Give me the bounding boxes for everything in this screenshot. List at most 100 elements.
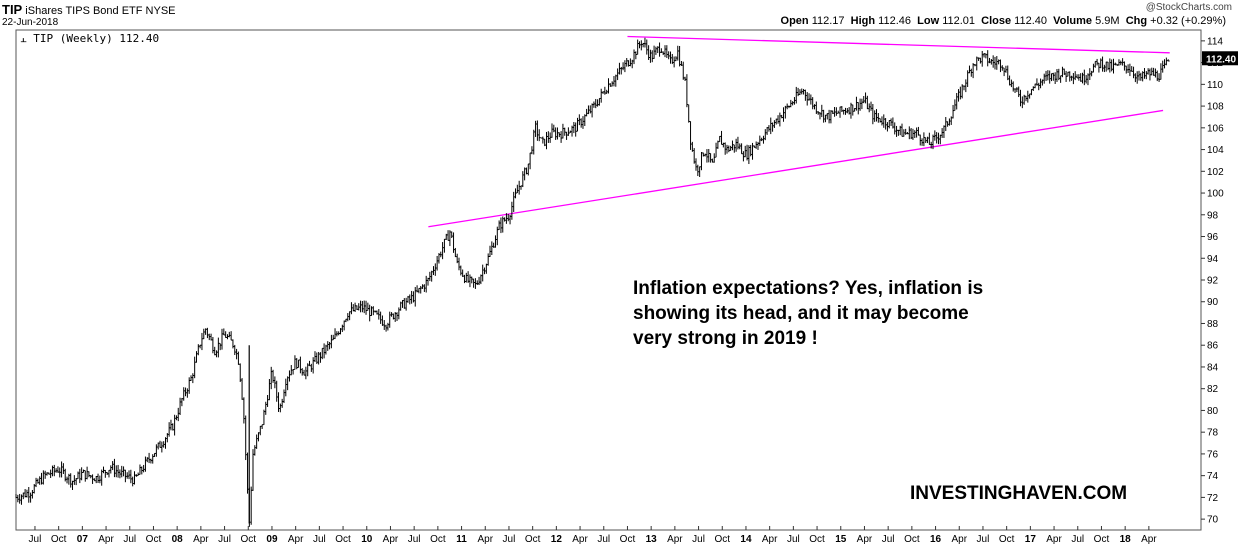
x-tick-label: 11: [456, 534, 467, 545]
close-value: 112.40: [1014, 15, 1047, 27]
y-axis: 70 72 74 76 78 80 82 84 86 88 90 92 94 96 98 100 102 104 1…: [1201, 36, 1224, 526]
y-tick-label: 86: [1207, 341, 1219, 352]
x-tick-label: Oct: [240, 534, 256, 545]
volume-label: Volume: [1053, 15, 1093, 27]
x-tick-label: Oct: [146, 534, 162, 545]
x-tick-label: Jul: [313, 534, 326, 545]
y-tick-label: 88: [1207, 319, 1219, 330]
y-tick-label: 110: [1207, 80, 1223, 91]
annotation-text: Inflation expectations? Yes, inflation i…: [633, 276, 983, 351]
high-label: High: [850, 15, 876, 27]
bar-series-icon: ⫠: [20, 32, 27, 45]
annotation-line-3: very strong in 2019 !: [633, 328, 818, 349]
x-tick-label: Jul: [29, 534, 42, 545]
y-tick-label: 82: [1207, 384, 1219, 395]
y-tick-label: 70: [1207, 515, 1219, 526]
volume-value: 5.9M: [1095, 15, 1120, 27]
annotation-line-2: showing its head, and it may become: [633, 303, 969, 324]
x-tick-label: 10: [361, 534, 373, 545]
x-tick-label: 13: [646, 534, 658, 545]
chg-label: Chg: [1125, 15, 1148, 27]
x-tick-label: Apr: [383, 534, 399, 545]
x-tick-label: Jul: [1071, 534, 1084, 545]
high-value: 112.46: [878, 15, 911, 27]
x-tick-label: Apr: [572, 534, 588, 545]
x-tick-label: Apr: [193, 534, 209, 545]
x-tick-label: 14: [740, 534, 752, 545]
y-tick-label: 96: [1207, 232, 1219, 243]
x-tick-label: Jul: [692, 534, 705, 545]
x-tick-label: Apr: [667, 534, 683, 545]
chart-date: 22-Jun-2018: [2, 17, 59, 28]
x-tick-label: 18: [1120, 534, 1132, 545]
x-tick-label: Oct: [809, 534, 825, 545]
y-tick-label: 114: [1207, 36, 1223, 47]
series-legend-label: TIP (Weekly) 112.40: [33, 32, 160, 45]
last-price-badge-bg: [1202, 51, 1238, 66]
x-tick-label: Apr: [288, 534, 304, 545]
copyright: @StockCharts.com: [1145, 2, 1232, 13]
x-tick-label: Apr: [762, 534, 778, 545]
trendline: [627, 35, 1170, 54]
x-tick-label: Oct: [430, 534, 446, 545]
x-tick-label: Apr: [98, 534, 114, 545]
open-label: Open: [780, 15, 809, 27]
last-price-badge: 112.40: [1202, 51, 1238, 66]
y-tick-label: 78: [1207, 428, 1219, 439]
y-tick-label: 90: [1207, 297, 1219, 308]
x-tick-label: Oct: [714, 534, 730, 545]
x-tick-label: Jul: [977, 534, 990, 545]
low-value: 112.01: [942, 15, 976, 27]
ohlc-readout: Open 112.17 High 112.46 Low 112.01 Close…: [781, 15, 1226, 27]
x-tick-label: Oct: [1094, 534, 1110, 545]
trendline: [428, 109, 1164, 228]
last-price-value: 112.40: [1206, 54, 1236, 65]
x-tick-label: Apr: [1141, 534, 1157, 545]
x-tick-label: Jul: [597, 534, 610, 545]
y-tick-label: 100: [1207, 189, 1224, 200]
y-tick-label: 76: [1207, 449, 1219, 460]
y-tick-label: 92: [1207, 276, 1219, 287]
security-name: iShares TIPS Bond ETF: [25, 5, 143, 17]
x-tick-label: Apr: [857, 534, 873, 545]
y-tick-label: 104: [1207, 145, 1224, 156]
y-tick-label: 94: [1207, 254, 1219, 265]
open-value: 112.17: [811, 15, 845, 27]
x-tick-label: Oct: [620, 534, 636, 545]
x-tick-label: Oct: [51, 534, 67, 545]
x-tick-label: Oct: [335, 534, 351, 545]
x-tick-label: 17: [1025, 534, 1037, 545]
x-tick-label: Apr: [1046, 534, 1062, 545]
x-tick-label: Apr: [477, 534, 493, 545]
chart-header-title: TIP iShares TIPS Bond ETF NYSE: [2, 2, 176, 17]
y-tick-label: 72: [1207, 493, 1219, 504]
x-tick-label: Oct: [525, 534, 541, 545]
y-tick-label: 102: [1207, 167, 1224, 178]
x-tick-label: 07: [77, 534, 89, 545]
low-label: Low: [917, 15, 940, 27]
x-axis: Jul Oct 07 Apr Jul Oct 08 Apr Jul Oct 09 Apr Jul Oct 1…: [29, 526, 1157, 545]
x-tick-label: Oct: [904, 534, 920, 545]
x-tick-label: 12: [551, 534, 563, 545]
x-tick-label: Jul: [218, 534, 231, 545]
chg-value: +0.32 (+0.29%): [1150, 15, 1226, 27]
x-tick-label: 16: [930, 534, 942, 545]
x-tick-label: Apr: [951, 534, 967, 545]
x-tick-label: Jul: [123, 534, 136, 545]
plot-frame: [15, 29, 1202, 531]
trendlines: [428, 35, 1170, 228]
x-tick-label: Jul: [408, 534, 421, 545]
brand-watermark: INVESTINGHAVEN.COM: [910, 483, 1128, 504]
x-tick-label: 08: [172, 534, 184, 545]
exchange: NYSE: [145, 5, 176, 17]
series-legend: ⫠ TIP (Weekly) 112.40: [20, 32, 159, 46]
close-label: Close: [981, 15, 1012, 27]
y-tick-label: 98: [1207, 210, 1219, 221]
x-tick-label: Jul: [787, 534, 800, 545]
price-bars: [15, 37, 1170, 527]
x-tick-label: Jul: [503, 534, 516, 545]
x-tick-label: 15: [835, 534, 847, 545]
y-tick-label: 106: [1207, 123, 1224, 134]
y-tick-label: 84: [1207, 362, 1219, 373]
y-tick-label: 80: [1207, 406, 1219, 417]
